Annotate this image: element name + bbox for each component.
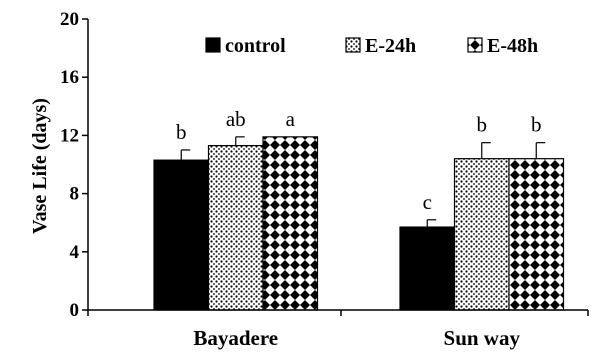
significance-label: a [286, 107, 296, 131]
legend-label: E-48h [487, 35, 538, 57]
bar [153, 159, 210, 311]
y-axis-ticks: 0 4 8 12 16 20 [60, 9, 88, 321]
bar [399, 226, 456, 311]
significance-label: ab [226, 107, 246, 131]
y-tick-label: 0 [70, 300, 80, 321]
y-tick-label: 16 [60, 67, 79, 88]
y-tick-label: 4 [70, 242, 80, 263]
y-tick-label: 20 [60, 9, 79, 30]
bars-group: b ab a c b b [153, 107, 565, 311]
axes-group: Bayadere Sun way [87, 19, 589, 350]
y-tick-label: 8 [70, 184, 80, 205]
legend-label: control [225, 35, 286, 57]
x-category-label: Bayadere [193, 326, 278, 350]
bar [508, 158, 565, 311]
y-tick-label: 12 [60, 125, 79, 146]
bar [453, 158, 510, 311]
legend: control E-24h E-48h [205, 35, 538, 57]
legend-label: E-24h [365, 35, 416, 57]
significance-label: b [477, 113, 488, 137]
bar [207, 144, 264, 311]
y-axis-title: Vase Life (days) [29, 98, 51, 234]
significance-label: b [176, 120, 187, 144]
significance-label: c [423, 190, 432, 214]
legend-swatch [205, 37, 221, 53]
bar [262, 136, 319, 311]
significance-label: b [531, 113, 542, 137]
legend-swatch [345, 37, 361, 53]
legend-swatch [467, 37, 483, 53]
x-category-label: Sun way [444, 326, 521, 350]
